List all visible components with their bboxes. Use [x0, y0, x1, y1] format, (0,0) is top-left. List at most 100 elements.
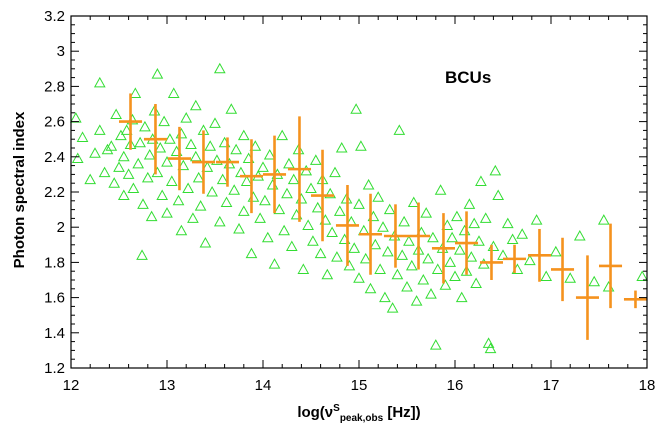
binned-point [311, 149, 335, 242]
scatter-point [254, 212, 266, 223]
scatter-point [287, 173, 300, 185]
scatter-point [240, 175, 253, 186]
scatter-point [401, 281, 413, 292]
scatter-point [410, 295, 423, 306]
scatter-point [473, 235, 485, 246]
scatter-point [71, 152, 84, 164]
scatter-point [353, 272, 365, 283]
scatter-point [453, 244, 466, 255]
scatter-point [206, 185, 218, 197]
binned-point [455, 211, 479, 275]
scatter-point [439, 279, 452, 290]
scatter-point [465, 251, 478, 262]
scatter-point [463, 198, 476, 209]
scatter-point [143, 149, 156, 160]
scatter-point [259, 194, 271, 206]
scatter-point [268, 258, 281, 269]
scatter-point [117, 189, 130, 201]
scatter-point [489, 164, 502, 176]
scatter-point [305, 182, 317, 193]
binned-point [119, 93, 143, 150]
x-tick-label: 13 [159, 377, 176, 394]
binned-point [431, 213, 455, 284]
scatter-point [136, 249, 148, 260]
scatter-point [164, 133, 176, 144]
binned-point [191, 130, 215, 194]
scatter-point [374, 263, 386, 274]
scatter-point [141, 171, 154, 183]
scatter-point [101, 143, 114, 155]
scatter-point [192, 171, 205, 183]
binned-point [359, 193, 383, 275]
scatter-point [194, 200, 207, 211]
y-tick-label: 3 [57, 43, 65, 60]
scatter-point [161, 156, 173, 167]
scatter-point [213, 62, 226, 74]
scatter-point [211, 154, 223, 165]
scatter-point [199, 237, 212, 248]
scatter-point [309, 154, 322, 165]
scatter-point [564, 272, 577, 283]
scatter-point [403, 235, 415, 246]
scatter-point [455, 291, 468, 303]
binned-point [335, 184, 359, 266]
y-tick-label: 2 [57, 219, 65, 236]
y-tick-label: 1.6 [44, 290, 65, 307]
x-tick-label: 15 [351, 377, 368, 394]
scatter-point [479, 212, 492, 223]
scatter-point [113, 161, 125, 172]
scatter-point [516, 228, 529, 239]
scatter-point [475, 175, 487, 186]
scatter-point [407, 196, 420, 208]
scatter-point [228, 184, 241, 195]
scatter-point [175, 224, 188, 236]
scatter-point [444, 256, 457, 267]
scatter-point [84, 173, 97, 185]
scatter-point [257, 161, 269, 172]
scatter-point [597, 214, 610, 225]
binned-point [383, 204, 407, 268]
scatter-point [154, 141, 167, 153]
binned-point [263, 135, 287, 214]
scatter-point [247, 191, 260, 202]
scatter-point [237, 129, 250, 141]
scatter-point [331, 251, 343, 262]
scatter-point [156, 189, 169, 201]
scatter-point [137, 198, 149, 209]
scatter-point [364, 282, 377, 294]
scatter-point [266, 178, 279, 190]
scatter-point [372, 191, 385, 202]
y-tick-label: 1.2 [44, 360, 65, 377]
scatter-point [182, 182, 194, 193]
scatter-point [573, 229, 586, 241]
scatter-point [185, 138, 197, 149]
scatter-point [110, 108, 122, 120]
x-tick-label: 18 [639, 377, 656, 394]
scatter-point [201, 161, 214, 172]
scatter-point [434, 184, 447, 195]
scatter-point [213, 215, 226, 227]
scatter-point [93, 76, 106, 88]
scatter-point [348, 242, 361, 253]
scatter-point [636, 270, 649, 281]
scatter-point [283, 157, 295, 169]
x-axis-title: log(νSpeak,obs [Hz]) [297, 403, 420, 424]
scatter-point [369, 238, 382, 250]
scatter-point [506, 233, 519, 245]
scatter-point [326, 226, 338, 237]
scatter-point [381, 245, 394, 257]
binned-point [479, 244, 503, 280]
binned-point [167, 126, 191, 191]
scatter-point [353, 198, 365, 209]
scatter-point [484, 342, 497, 354]
x-tick-label: 16 [447, 377, 464, 394]
scatter-point [117, 150, 130, 162]
scatter-point [233, 222, 245, 234]
scatter-point [343, 259, 356, 271]
scatter-point [307, 235, 319, 246]
scatter-point [230, 143, 242, 155]
scatter-point [468, 217, 481, 229]
scatter-point [105, 140, 118, 151]
binned-point [215, 137, 239, 187]
